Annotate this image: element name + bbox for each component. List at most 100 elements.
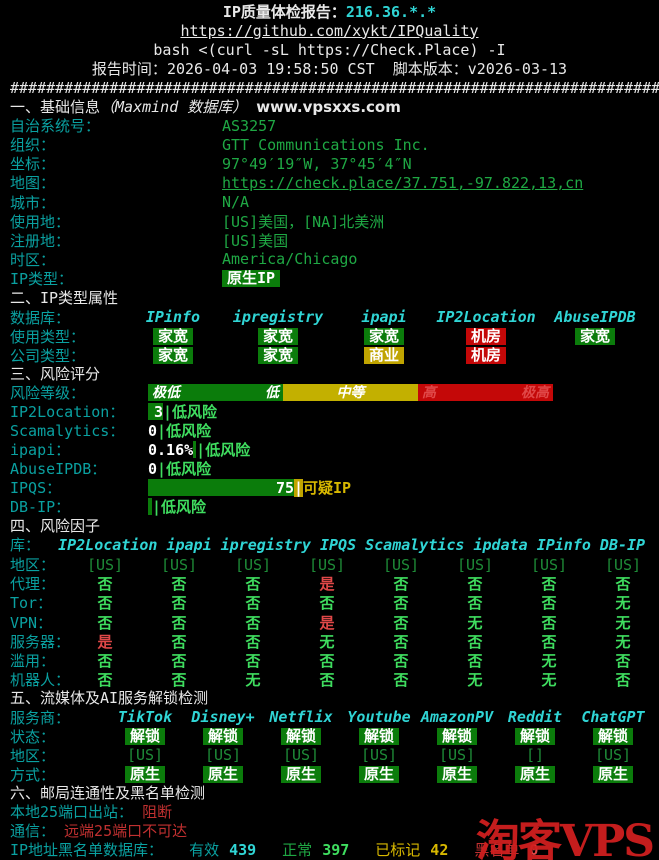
mail-comm-row: 通信： 远端25端口不可达 xyxy=(0,821,659,840)
tor-cell: 无 xyxy=(615,594,631,612)
port-status: 阻断 xyxy=(142,803,173,821)
unlock-region-cell: [US] xyxy=(204,746,242,764)
factors-row-vpn: VPN：否否否是否无否无 xyxy=(10,613,631,631)
factors-row-tor: Tor：否否否否否否否无 xyxy=(10,594,631,612)
risk-gauge-label: 风险等级： xyxy=(10,383,86,402)
abuse-cell: 否 xyxy=(615,651,631,669)
map-link[interactable]: https://check.place/37.751,-97.822,13,cn xyxy=(222,173,584,192)
port-label: 本地25端口出站： xyxy=(10,803,134,821)
company-type-badge: 家宽 xyxy=(257,346,298,364)
unlock-method-badge: 原生 xyxy=(514,765,555,783)
repo-url-link[interactable]: https://github.com/xykt/IPQuality xyxy=(180,21,479,40)
vpn-cell: 无 xyxy=(615,613,631,631)
unlock-status-badge: 解锁 xyxy=(592,727,633,745)
server-cell: 否 xyxy=(541,632,557,650)
command-line: bash <(curl -sL https://Check.Place) -I xyxy=(0,40,659,59)
section-basic-title: 一、基础信息 xyxy=(10,98,101,117)
factors-row-region: 地区： [US] [US] [US] [US] [US] [US] [US] [US] xyxy=(10,555,642,574)
stat-marked-label: 已标记 xyxy=(375,841,421,860)
section-risk-title: 三、风险评分 xyxy=(10,364,101,383)
section-basic-heading: 一、基础信息 （Maxmind 数据库） www.vpsxxs.com xyxy=(0,97,659,117)
proxy-cell: 否 xyxy=(467,575,483,593)
server-cell: 无 xyxy=(615,632,631,650)
coords-value: 97°49′19″W, 37°45′4″N xyxy=(222,154,412,173)
tor-cell: 否 xyxy=(319,594,335,612)
region-cell: [US] xyxy=(234,555,272,574)
usage-type-badge: 家宽 xyxy=(363,327,404,345)
abuse-cell: 无 xyxy=(541,651,557,669)
provider-name: Youtube xyxy=(347,708,411,726)
score-verdict: 低风险 xyxy=(161,498,207,517)
region-cell: [US] xyxy=(530,555,568,574)
provider-name: Disney+ xyxy=(191,708,255,726)
asn-label: 自治系统号： xyxy=(10,117,101,136)
type-db-header-row: 数据库： IPinfo ipregistry ipapi IP2Location Abus… xyxy=(0,307,659,326)
region-cell: [US] xyxy=(456,555,494,574)
vpn-cell: 否 xyxy=(171,613,187,631)
usage-location-value: [US]美国，[NA]北美洲 xyxy=(222,212,385,231)
server-cell: 否 xyxy=(171,632,187,650)
city-label: 城市： xyxy=(10,193,56,212)
gauge-segment-high: 高极高 xyxy=(418,383,553,401)
tor-cell: 否 xyxy=(467,594,483,612)
robot-cell: 无 xyxy=(467,670,483,688)
stat-marked-value: 42 xyxy=(430,840,449,859)
provider-name: Reddit xyxy=(507,708,563,726)
unlock-status-badge: 解锁 xyxy=(436,727,477,745)
info-row-timezone: 时区： America/Chicago xyxy=(0,250,659,269)
section-factors-heading: 四、风险因子 xyxy=(0,516,659,535)
provider-name: TikTok xyxy=(117,708,173,726)
report-time: 2026-04-03 19:58:50 CST xyxy=(166,59,375,78)
region-cell: [US] xyxy=(382,555,420,574)
usage-location-label: 使用地： xyxy=(10,212,71,231)
vpn-cell: 无 xyxy=(467,613,483,631)
timezone-value: America/Chicago xyxy=(222,250,358,269)
unlock-status-badge: 解锁 xyxy=(124,727,165,745)
provider-name: ChatGPT xyxy=(581,708,645,726)
info-row-org: 组织： GTT Communications Inc. xyxy=(0,135,659,155)
stat-valid-value: 439 xyxy=(229,840,257,859)
coords-label: 坐标： xyxy=(10,155,56,174)
company-type-row: 公司类型： 家宽 家宽 商业 机房 xyxy=(0,345,659,364)
unlock-status-badge: 解锁 xyxy=(358,727,399,745)
score-bar xyxy=(193,441,197,459)
stat-normal-label: 正常 xyxy=(282,841,313,860)
region-cell: [US] xyxy=(160,555,198,574)
abuse-cell: 否 xyxy=(467,651,483,669)
section-factors-title: 四、风险因子 xyxy=(10,517,101,536)
region-cell: [US] xyxy=(604,555,642,574)
db-header: IPinfo xyxy=(145,308,201,326)
vpn-cell: 否 xyxy=(245,613,261,631)
unlock-method-badge: 原生 xyxy=(280,765,321,783)
risk-gauge-bar: 极低低 中等 高极高 xyxy=(148,383,553,401)
separator-hashes: ########################################… xyxy=(10,78,659,97)
company-type-label: 公司类型： xyxy=(10,346,86,364)
robot-cell: 否 xyxy=(319,670,335,688)
unlock-region-cell: [US] xyxy=(594,746,632,764)
abuse-cell: 否 xyxy=(97,651,113,669)
vpn-cell: 是 xyxy=(319,613,335,631)
score-bar: 3 xyxy=(148,403,163,421)
provider-name: AmazonPV xyxy=(420,708,494,726)
map-label: 地图： xyxy=(10,174,56,193)
ip-type-badge: 原生IP xyxy=(222,269,281,287)
abuse-cell: 否 xyxy=(319,651,335,669)
factors-row-proxy: 代理：否否否是否否否否 xyxy=(10,575,631,593)
score-verdict: 可疑IP xyxy=(303,479,352,498)
streaming-region-row: 地区： [US] [US] [US] [US] [US][] [US] xyxy=(10,746,632,764)
script-version-label: 脚本版本： xyxy=(392,60,468,79)
comm-status: 远端25端口不可达 xyxy=(64,822,188,841)
unlock-method-badge: 原生 xyxy=(436,765,477,783)
unlock-region-cell: [] xyxy=(525,746,545,764)
score-row-abuseipdb: AbuseIPDB： 0 | 低风险 xyxy=(10,459,212,479)
usage-type-badge: 家宽 xyxy=(257,327,298,345)
report-title-label: IP质量体检报告： xyxy=(222,3,346,22)
abuse-cell: 否 xyxy=(245,651,261,669)
unlock-status-badge: 解锁 xyxy=(202,727,243,745)
gauge-segment-low: 极低低 xyxy=(148,383,283,401)
report-title-line: IP质量体检报告： 216.36.*.* xyxy=(0,2,659,22)
factors-row-abuse: 滥用：否否否否否否无否 xyxy=(10,651,631,669)
unlock-region-cell: [US] xyxy=(282,746,320,764)
server-cell: 否 xyxy=(467,632,483,650)
